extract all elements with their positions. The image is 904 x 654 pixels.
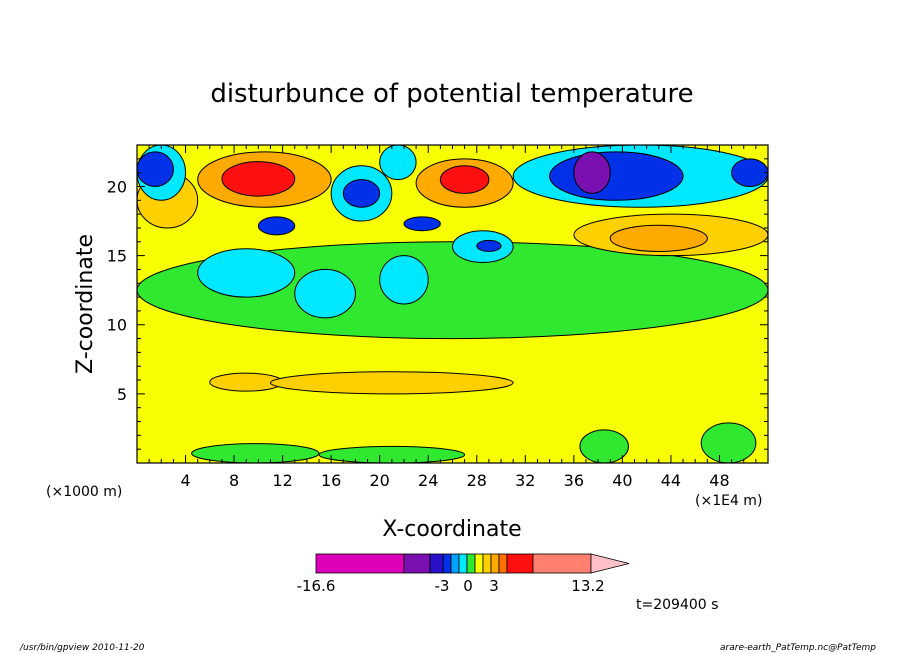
y-axis: 5 10 15 20: [107, 158, 768, 450]
y-tick-label: 5: [117, 385, 127, 404]
contour-region: [257, 216, 296, 236]
y-tick-label: 15: [107, 247, 127, 266]
colorbar-arrow: [590, 553, 630, 574]
colorbar-segment: [466, 553, 476, 574]
x-tick-label: 16: [321, 471, 341, 490]
x-tick-label: 40: [612, 471, 632, 490]
colorbar-segment: [450, 553, 460, 574]
heatmap-area: [137, 145, 768, 463]
contour-region: [700, 422, 757, 463]
colorbar-segment: [490, 553, 500, 574]
x-unit-label: (×1E4 m): [695, 493, 762, 509]
colorbar-segment: [482, 553, 492, 574]
time-label: t=209400 s: [636, 597, 718, 613]
contour-region: [221, 161, 296, 197]
y-axis-title: Z-coordinate: [73, 234, 98, 374]
contour-region: [191, 443, 320, 463]
colorbar-label: 3: [489, 577, 499, 595]
contour-region: [609, 224, 708, 252]
x-tick-label: 36: [564, 471, 584, 490]
x-tick-label: 48: [709, 471, 729, 490]
contour-region: [573, 151, 611, 194]
contour-region: [269, 371, 514, 395]
colorbar: [315, 553, 630, 574]
colorbar-label: 13.2: [571, 577, 604, 595]
contour-region: [137, 151, 174, 187]
x-tick-label: 32: [515, 471, 535, 490]
contour-region: [731, 158, 768, 187]
y-unit-label: (×1000 m): [46, 484, 122, 500]
colorbar-labels: -16.6 -3 0 3 13.2: [297, 577, 605, 595]
x-tick-label: 4: [180, 471, 190, 490]
contour-region: [439, 165, 490, 194]
colorbar-segment: [506, 553, 534, 574]
contour-region: [342, 179, 381, 208]
colorbar-segment: [315, 553, 405, 574]
x-tick-label: 44: [661, 471, 681, 490]
chart-title: disturbunce of potential temperature: [210, 79, 693, 109]
x-axis: 4 8 12 16 20 24 28 32 36 40 44 48: [148, 145, 757, 490]
x-tick-label: 24: [418, 471, 438, 490]
x-tick-label: 12: [272, 471, 292, 490]
contour-region: [294, 268, 356, 319]
contour-region: [379, 145, 417, 181]
x-tick-label: 20: [370, 471, 390, 490]
contour-region: [403, 216, 441, 232]
x-axis-title: X-coordinate: [382, 517, 521, 542]
y-tick-label: 20: [107, 177, 127, 196]
colorbar-segment: [498, 553, 508, 574]
colorbar-label: 0: [463, 577, 473, 595]
footer-left: /usr/bin/gpview 2010-11-20: [19, 643, 145, 653]
colorbar-label: -16.6: [297, 577, 336, 595]
colorbar-segment: [429, 553, 444, 574]
colorbar-segment: [458, 553, 468, 574]
y-tick-label: 10: [107, 316, 127, 335]
colorbar-label: -3: [435, 577, 450, 595]
contour-region: [137, 241, 768, 340]
contour-region: [579, 429, 629, 463]
footer-right: arare-earth_PatTemp.nc@PatTemp: [720, 643, 876, 653]
colorbar-segment: [532, 553, 592, 574]
colorbar-segment: [403, 553, 431, 574]
x-tick-label: 8: [229, 471, 239, 490]
contour-region: [476, 239, 502, 252]
contour-region: [549, 151, 684, 201]
contour-region: [379, 255, 429, 305]
contour-region: [197, 248, 296, 298]
colorbar-segment: [442, 553, 452, 574]
colorbar-segment: [474, 553, 484, 574]
x-tick-label: 28: [467, 471, 487, 490]
